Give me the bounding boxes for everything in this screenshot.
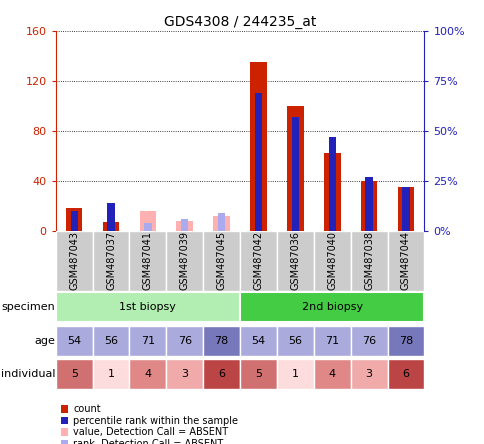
FancyBboxPatch shape (166, 231, 203, 291)
Bar (144, 223, 151, 231)
Title: GDS4308 / 244235_at: GDS4308 / 244235_at (164, 15, 316, 29)
FancyBboxPatch shape (387, 231, 424, 291)
Bar (250, 62, 266, 231)
Text: GSM487042: GSM487042 (253, 231, 263, 290)
Legend: count, percentile rank within the sample, value, Detection Call = ABSENT, rank, : count, percentile rank within the sample… (60, 404, 238, 444)
Text: 54: 54 (67, 336, 81, 346)
Text: GSM487038: GSM487038 (363, 231, 373, 290)
Bar (287, 106, 303, 231)
Text: specimen: specimen (1, 302, 55, 313)
FancyBboxPatch shape (203, 359, 240, 389)
Text: age: age (34, 336, 55, 346)
Text: 56: 56 (288, 336, 302, 346)
Text: GSM487039: GSM487039 (180, 231, 189, 290)
Text: GSM487036: GSM487036 (290, 231, 300, 290)
Text: 1: 1 (291, 369, 298, 379)
Text: GSM487043: GSM487043 (69, 231, 79, 290)
Text: individual: individual (0, 369, 55, 379)
Text: GSM487040: GSM487040 (327, 231, 336, 290)
Text: 4: 4 (144, 369, 151, 379)
FancyBboxPatch shape (129, 359, 166, 389)
Bar (176, 221, 193, 231)
Text: 54: 54 (251, 336, 265, 346)
FancyBboxPatch shape (350, 359, 387, 389)
Bar (291, 117, 299, 231)
Text: 6: 6 (218, 369, 225, 379)
Text: 76: 76 (361, 336, 376, 346)
Text: 4: 4 (328, 369, 335, 379)
Text: 78: 78 (398, 336, 412, 346)
Bar (139, 211, 156, 231)
Text: 78: 78 (214, 336, 228, 346)
Text: 71: 71 (140, 336, 155, 346)
Text: 1: 1 (107, 369, 114, 379)
FancyBboxPatch shape (203, 231, 240, 291)
Text: 5: 5 (255, 369, 261, 379)
FancyBboxPatch shape (129, 231, 166, 291)
Text: GSM487045: GSM487045 (216, 231, 226, 290)
FancyBboxPatch shape (56, 326, 92, 356)
Text: GSM487044: GSM487044 (400, 231, 410, 290)
FancyBboxPatch shape (240, 326, 276, 356)
FancyBboxPatch shape (92, 326, 129, 356)
Bar (217, 213, 225, 231)
Bar (323, 154, 340, 231)
Text: 6: 6 (402, 369, 408, 379)
Text: 1st biopsy: 1st biopsy (119, 302, 176, 313)
FancyBboxPatch shape (276, 231, 313, 291)
Text: GSM487037: GSM487037 (106, 231, 116, 290)
FancyBboxPatch shape (387, 326, 424, 356)
FancyBboxPatch shape (350, 231, 387, 291)
FancyBboxPatch shape (350, 326, 387, 356)
Text: 56: 56 (104, 336, 118, 346)
FancyBboxPatch shape (313, 326, 350, 356)
FancyBboxPatch shape (166, 326, 203, 356)
Text: 3: 3 (181, 369, 188, 379)
Bar (66, 208, 82, 231)
Bar (254, 93, 262, 231)
FancyBboxPatch shape (92, 359, 129, 389)
Bar (103, 222, 119, 231)
FancyBboxPatch shape (276, 326, 313, 356)
Text: 2nd biopsy: 2nd biopsy (301, 302, 362, 313)
Text: GSM487041: GSM487041 (143, 231, 152, 290)
FancyBboxPatch shape (387, 359, 424, 389)
Bar (181, 219, 188, 231)
Bar (401, 187, 409, 231)
FancyBboxPatch shape (276, 359, 313, 389)
Bar (213, 216, 229, 231)
Bar (107, 203, 115, 231)
Bar (70, 211, 78, 231)
Text: 3: 3 (365, 369, 372, 379)
Bar (397, 187, 413, 231)
FancyBboxPatch shape (240, 359, 276, 389)
FancyBboxPatch shape (56, 293, 240, 322)
FancyBboxPatch shape (56, 231, 92, 291)
FancyBboxPatch shape (313, 231, 350, 291)
FancyBboxPatch shape (92, 231, 129, 291)
FancyBboxPatch shape (240, 231, 276, 291)
Bar (360, 181, 377, 231)
Text: 76: 76 (177, 336, 192, 346)
FancyBboxPatch shape (313, 359, 350, 389)
FancyBboxPatch shape (56, 359, 92, 389)
Text: 5: 5 (71, 369, 77, 379)
FancyBboxPatch shape (203, 326, 240, 356)
Bar (364, 177, 372, 231)
Text: 71: 71 (324, 336, 339, 346)
FancyBboxPatch shape (129, 326, 166, 356)
FancyBboxPatch shape (240, 293, 424, 322)
Bar (328, 137, 335, 231)
FancyBboxPatch shape (166, 359, 203, 389)
